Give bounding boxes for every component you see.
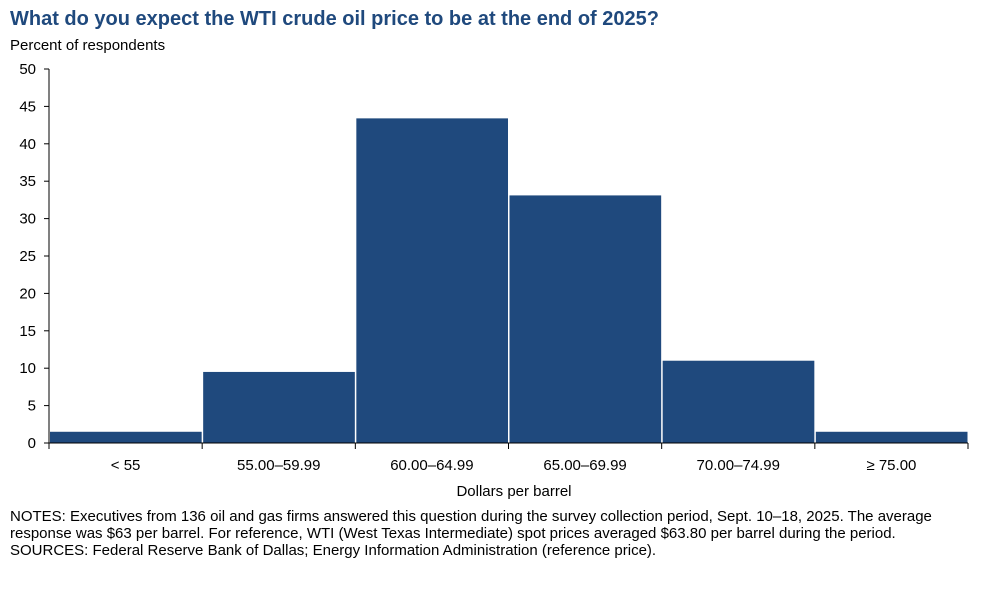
y-tick-label: 50 (19, 61, 36, 78)
y-tick-label: 35 (19, 173, 36, 190)
x-axis: < 55 55.00–59.99 60.00–64.99 65.00–69.99 70.… (48, 443, 969, 474)
notes-text: NOTES: Executives from 136 oil and gas f… (10, 508, 932, 542)
y-axis: 0 5 10 15 20 25 30 35 40 45 50 (19, 61, 49, 452)
y-axis-label: Percent of respondents (10, 37, 166, 54)
sources-text: SOURCES: Federal Reserve Bank of Dallas;… (10, 542, 657, 559)
x-axis-label: Dollars per barrel (456, 483, 571, 500)
x-tick-label: 60.00–64.99 (390, 457, 473, 474)
bar (50, 431, 202, 443)
y-tick-label: 20 (19, 285, 36, 302)
histogram-chart: 0 5 10 15 20 25 30 35 40 45 50 < 55 55.00–59.99 60.0… (19, 61, 969, 500)
x-tick-label: ≥ 75.00 (866, 457, 916, 474)
chart-title: What do you expect the WTI crude oil pri… (10, 8, 659, 30)
x-tick-label: < 55 (111, 457, 141, 474)
y-tick-label: 45 (19, 98, 36, 115)
x-tick-label: 55.00–59.99 (237, 457, 320, 474)
bars (50, 118, 968, 444)
y-tick-label: 0 (28, 435, 36, 452)
axes (48, 69, 968, 444)
notes-block: NOTES: Executives from 136 oil and gas f… (10, 508, 980, 559)
y-tick-label: 30 (19, 211, 36, 228)
y-tick-label: 5 (28, 398, 36, 415)
bar (662, 360, 815, 443)
bar (815, 431, 968, 443)
y-tick-label: 10 (19, 360, 36, 377)
bar (509, 195, 662, 443)
bar (203, 371, 355, 443)
x-tick-label: 65.00–69.99 (543, 457, 626, 474)
y-tick-label: 40 (19, 136, 36, 153)
y-tick-label: 15 (19, 323, 36, 340)
bar (356, 118, 508, 444)
x-tick-label: 70.00–74.99 (697, 457, 780, 474)
y-tick-label: 25 (19, 248, 36, 265)
